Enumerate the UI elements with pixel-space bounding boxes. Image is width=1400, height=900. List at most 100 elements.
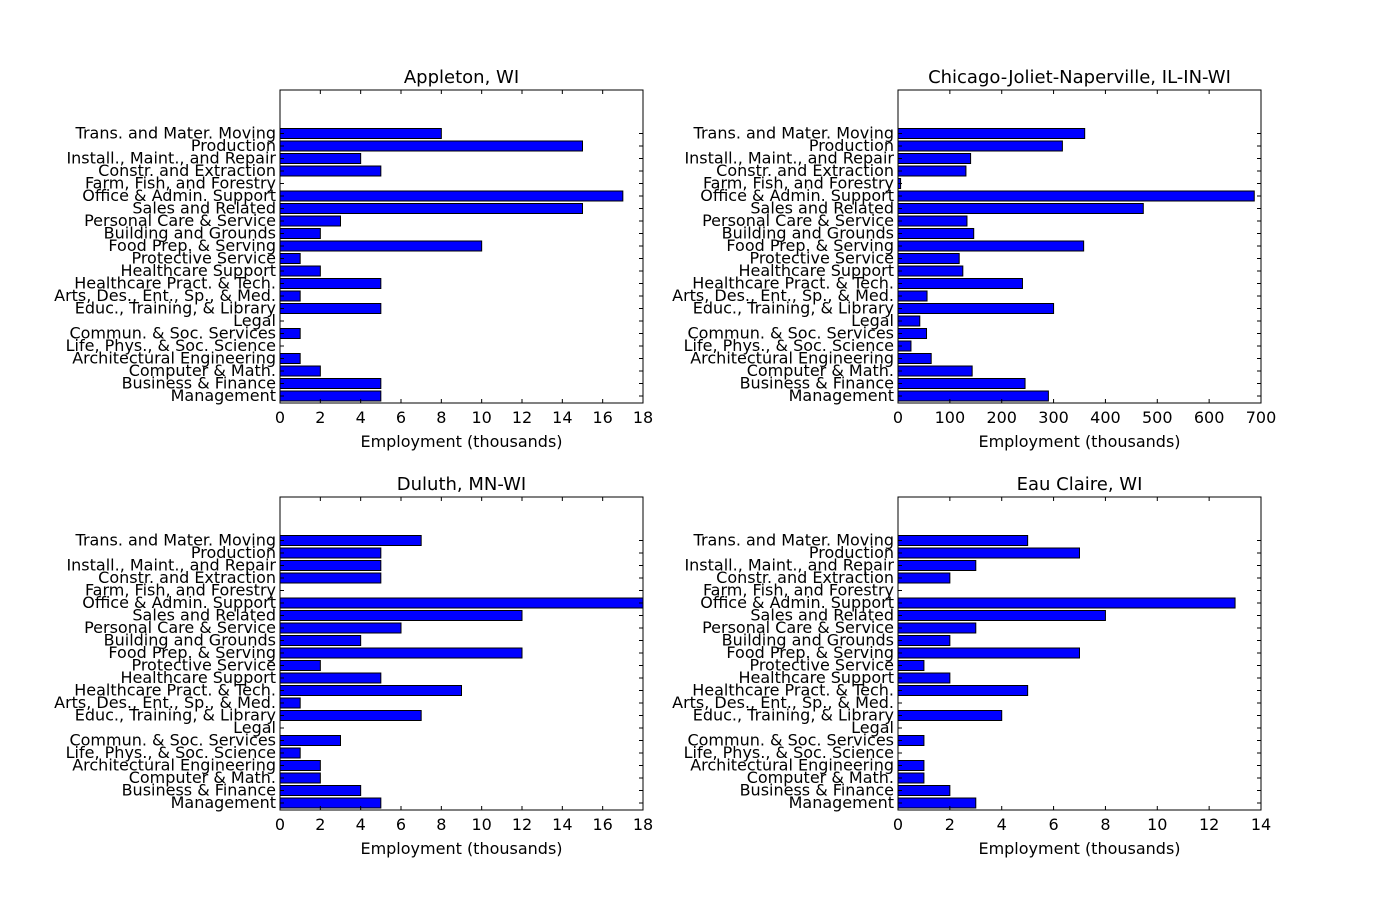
category-label: Management [171, 793, 276, 812]
category-label: Business & Finance [740, 374, 894, 393]
category-label: Legal [233, 718, 276, 737]
bar [279, 560, 382, 571]
category-label: Office & Admin. Support [700, 186, 894, 205]
bar [279, 228, 321, 239]
bar [897, 228, 975, 239]
category-label: Food Prep. & Serving [726, 643, 894, 662]
category-label: Farm, Fish, and Forestry [85, 174, 276, 193]
bar [279, 635, 362, 646]
category-label: Personal Care & Service [702, 618, 894, 637]
x-tick-label: 18 [633, 815, 653, 834]
chart-title: Duluth, MN-WI [397, 474, 526, 495]
category-label: Educ., Training, & Library [693, 299, 894, 318]
bar [279, 572, 382, 584]
category-label: Farm, Fish, and Forestry [703, 581, 894, 600]
x-axis-label: Employment (thousands) [978, 839, 1180, 858]
category-label: Office & Admin. Support [82, 186, 276, 205]
category-label: Healthcare Pract. & Tech. [74, 274, 276, 293]
category-label: Production [809, 136, 894, 155]
category-label: Trans. and Mater. Moving [75, 531, 276, 550]
bar [279, 365, 321, 377]
category-label: Constr. and Extraction [98, 161, 276, 180]
bar [897, 710, 1003, 721]
x-tick-label: 2 [315, 815, 325, 834]
bar [279, 390, 382, 402]
category-label: Architectural Engineering [690, 349, 894, 368]
bar [279, 647, 523, 659]
category-label: Legal [851, 311, 894, 330]
bar [897, 610, 1106, 621]
category-label: Office & Admin. Support [700, 593, 894, 612]
x-tick-label: 8 [436, 408, 446, 427]
category-label: Educ., Training, & Library [693, 706, 894, 725]
category-label: Protective Service [131, 656, 276, 675]
category-label: Production [191, 136, 276, 155]
bar [897, 635, 951, 646]
bar [279, 622, 402, 634]
bar [897, 128, 1086, 139]
bar [897, 797, 977, 809]
category-label: Computer & Math. [129, 768, 276, 787]
category-label: Educ., Training, & Library [75, 299, 276, 318]
bar [279, 685, 462, 696]
x-tick-label: 10 [471, 408, 491, 427]
x-tick-label: 6 [1048, 815, 1058, 834]
category-label: Protective Service [749, 249, 894, 268]
bar [279, 203, 583, 214]
category-label: Legal [233, 311, 276, 330]
bar [897, 535, 1029, 546]
x-tick-label: 6 [396, 408, 406, 427]
x-axis-label: Employment (thousands) [360, 432, 562, 451]
x-tick-label: 200 [986, 408, 1017, 427]
category-label: Arts, Des., Ent., Sp., & Med. [672, 693, 894, 712]
category-label: Life, Phys., & Soc. Science [684, 336, 894, 355]
bar [897, 547, 1080, 559]
bar [279, 378, 382, 389]
x-tick-label: 18 [633, 408, 653, 427]
bar [279, 772, 321, 784]
x-tick-label: 4 [356, 408, 366, 427]
bar [897, 140, 1063, 152]
bar [897, 265, 964, 277]
bar [897, 685, 1029, 696]
category-label: Life, Phys., & Soc. Science [66, 743, 276, 762]
category-label: Commun. & Soc. Services [687, 324, 894, 343]
x-tick-label: 300 [1038, 408, 1069, 427]
category-label: Install., Maint., and Repair [684, 149, 894, 168]
category-label: Building and Grounds [722, 224, 894, 243]
category-label: Healthcare Support [738, 261, 894, 280]
category-label: Commun. & Soc. Services [69, 324, 276, 343]
x-tick-label: 2 [315, 408, 325, 427]
category-label: Install., Maint., and Repair [684, 556, 894, 575]
bar [897, 215, 968, 227]
category-label: Farm, Fish, and Forestry [85, 581, 276, 600]
subplot-2: Chicago-Joliet-Naperville, IL-IN-WI Manag… [672, 67, 1276, 451]
category-label: Arts, Des., Ent., Sp., & Med. [54, 286, 276, 305]
category-label: Trans. and Mater. Moving [693, 124, 894, 143]
category-label: Production [191, 543, 276, 562]
bar [279, 610, 523, 621]
x-tick-label: 0 [275, 815, 285, 834]
bar [897, 622, 977, 634]
category-label: Life, Phys., & Soc. Science [66, 336, 276, 355]
category-label: Business & Finance [122, 374, 276, 393]
category-label: Protective Service [131, 249, 276, 268]
bar [279, 278, 382, 289]
bar [897, 203, 1144, 214]
x-tick-label: 8 [1100, 815, 1110, 834]
category-label: Arts, Des., Ent., Sp., & Med. [54, 693, 276, 712]
bar [897, 597, 1236, 609]
category-label: Educ., Training, & Library [75, 706, 276, 725]
category-label: Trans. and Mater. Moving [693, 531, 894, 550]
x-tick-label: 14 [552, 408, 572, 427]
x-tick-label: 100 [935, 408, 966, 427]
category-label: Architectural Engineering [72, 756, 276, 775]
x-tick-label: 400 [1090, 408, 1121, 427]
category-label: Life, Phys., & Soc. Science [684, 743, 894, 762]
category-label: Building and Grounds [104, 631, 276, 650]
category-label: Sales and Related [750, 199, 894, 218]
category-label: Commun. & Soc. Services [687, 731, 894, 750]
bar [279, 303, 382, 314]
